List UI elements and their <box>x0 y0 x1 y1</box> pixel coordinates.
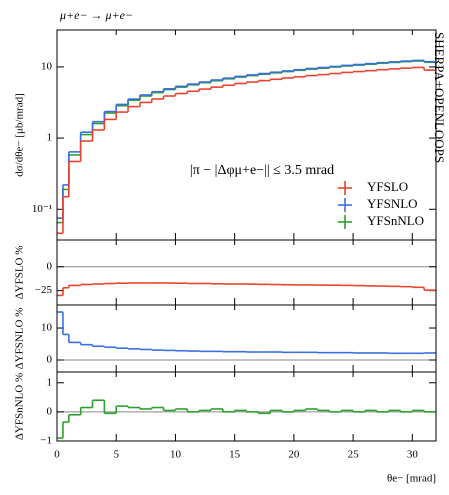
ratio-y-label: ΔYFSNLO % <box>14 308 26 370</box>
y-tick-label: 0 <box>47 260 53 272</box>
legend-label: YFSnNLO <box>367 213 424 228</box>
x-tick-label: 15 <box>229 449 241 461</box>
y-tick-label: 1 <box>47 132 53 144</box>
x-tick-label: 20 <box>288 449 300 461</box>
panel-frame <box>56 371 437 442</box>
y-tick-label: 0 <box>47 405 53 417</box>
y-tick-label: 1 <box>47 376 53 388</box>
panel-frame <box>56 304 437 373</box>
ratio-y-label: ΔYFSnNLO % <box>14 373 26 440</box>
y-tick-label: −25 <box>35 284 53 296</box>
generator-label: SHERPA+OPENLOOPS <box>432 32 447 163</box>
legend-label: YFSLO <box>367 179 408 194</box>
x-tick-label: 0 <box>54 449 60 461</box>
y-axis-label: dσ/dθe− [μb/mrad] <box>14 93 26 176</box>
y-tick-label: 10⁻¹ <box>32 203 52 215</box>
cut-annotation: |π − |Δφμ+e−|| ≤ 3.5 mrad <box>190 163 334 178</box>
x-tick-label: 5 <box>113 449 119 461</box>
x-axis-label: θe− [mrad] <box>387 473 436 485</box>
process-title: μ+e− → μ+e− <box>59 8 133 22</box>
y-tick-label: 10 <box>41 322 53 334</box>
legend-label: YFSNLO <box>367 196 418 211</box>
x-tick-label: 30 <box>407 449 419 461</box>
x-tick-label: 25 <box>348 449 360 461</box>
y-tick-label: 10 <box>41 60 53 72</box>
y-tick-label: −1 <box>40 435 52 447</box>
ratio-y-label: ΔYFSLO % <box>14 246 26 300</box>
y-tick-label: 0 <box>47 354 53 366</box>
panel-frame <box>56 239 437 306</box>
x-tick-label: 10 <box>170 449 182 461</box>
